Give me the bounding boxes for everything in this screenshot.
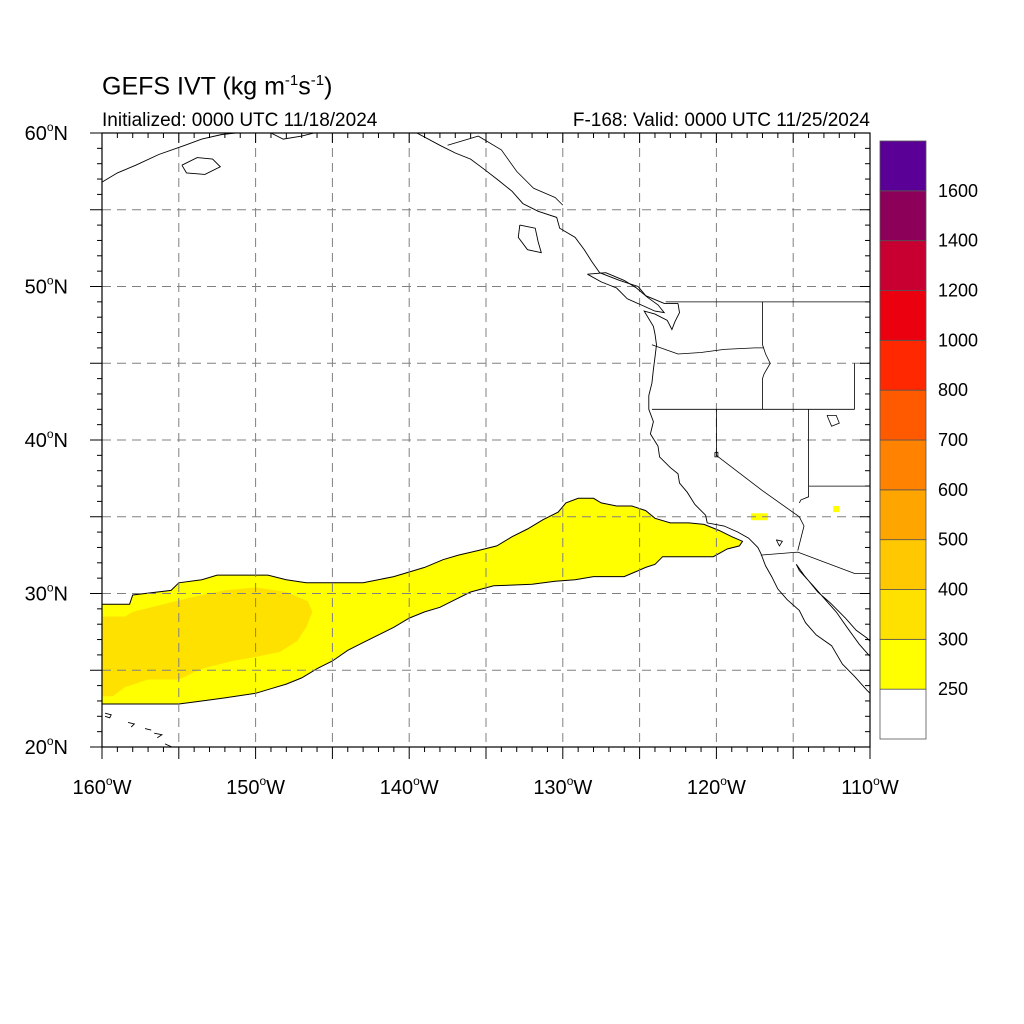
colorbar-label: 300 xyxy=(938,629,968,649)
colorbar-bin xyxy=(879,190,927,242)
colorbar-label: 1000 xyxy=(938,330,978,350)
colorbar-bin xyxy=(879,539,927,590)
colorbar-bin xyxy=(879,589,927,640)
coastline xyxy=(164,743,173,747)
coastline xyxy=(144,728,152,731)
colorbar-bin xyxy=(879,240,927,291)
colorbar-label: 1600 xyxy=(938,181,978,201)
colorbar-bin xyxy=(879,638,927,690)
colorbar-bin xyxy=(879,140,927,192)
axis-ticks xyxy=(90,132,871,759)
valid-time-label: F-168: Valid: 0000 UTC 11/25/2024 xyxy=(572,110,870,131)
coastline xyxy=(104,712,112,719)
coastline xyxy=(127,721,136,728)
colorbar-label: 800 xyxy=(938,380,968,400)
initialized-label: Initialized: 0000 UTC 11/18/2024 xyxy=(102,110,378,131)
lake-outline xyxy=(714,451,719,458)
lat-tick-label: 30oN xyxy=(25,581,68,606)
lat-tick-label: 20oN xyxy=(25,734,68,759)
coastline xyxy=(643,303,870,694)
colorbar-bin xyxy=(879,489,927,541)
colorbar-label: 1200 xyxy=(938,281,978,301)
colorbar-label: 500 xyxy=(938,530,968,550)
lon-tick-label: 110oW xyxy=(841,774,899,799)
colorbar-bin xyxy=(879,339,927,391)
colorbar-label: 400 xyxy=(938,580,968,600)
axis-labels: 160oW 150oW 140oW 130oW 120oW 110oW 20oN 30oN 40… xyxy=(25,120,899,799)
coastline xyxy=(795,564,870,657)
colorbar-bin xyxy=(879,688,927,740)
colorbar-label: 250 xyxy=(938,679,968,699)
coastline xyxy=(102,133,236,183)
ivt-region-300 xyxy=(102,587,313,697)
political-border xyxy=(762,301,771,410)
lat-tick-label: 40oN xyxy=(25,427,68,452)
lon-tick-label: 150oW xyxy=(226,774,285,799)
coastline xyxy=(181,157,222,175)
coastline xyxy=(416,133,678,304)
graticule xyxy=(102,133,870,747)
ivt-small-area xyxy=(833,506,840,513)
lon-tick-label: 160oW xyxy=(73,774,132,799)
lon-tick-label: 130oW xyxy=(533,774,592,799)
map-title: GEFS IVT (kg m-1s-1) xyxy=(102,72,333,101)
political-border xyxy=(798,409,809,504)
political-border xyxy=(760,551,870,574)
coastline xyxy=(154,732,164,739)
political-border xyxy=(447,135,564,206)
coastline xyxy=(517,224,542,254)
lon-tick-label: 120oW xyxy=(687,774,746,799)
geography-lines xyxy=(102,133,870,747)
lat-tick-label: 60oN xyxy=(25,120,68,145)
coastline xyxy=(270,133,315,140)
colorbar-label: 1400 xyxy=(938,231,978,251)
colorbar-label: 600 xyxy=(938,480,968,500)
colorbar-bin xyxy=(879,439,927,491)
political-border xyxy=(716,409,805,551)
political-border xyxy=(651,344,764,355)
lon-tick-label: 140oW xyxy=(380,774,439,799)
ivt-fill-layer xyxy=(102,497,840,705)
ivt-small-area xyxy=(750,513,768,521)
lake-outline xyxy=(826,414,840,427)
colorbar-label: 700 xyxy=(938,430,968,450)
colorbar: 250 300 400 500 600 700 800 1000 1200 1400 1600 xyxy=(879,140,978,740)
lake-outline xyxy=(775,539,784,547)
colorbar-bin xyxy=(879,290,927,341)
coastline xyxy=(587,272,666,314)
lat-tick-label: 50oN xyxy=(25,274,68,299)
colorbar-bin xyxy=(879,389,927,441)
